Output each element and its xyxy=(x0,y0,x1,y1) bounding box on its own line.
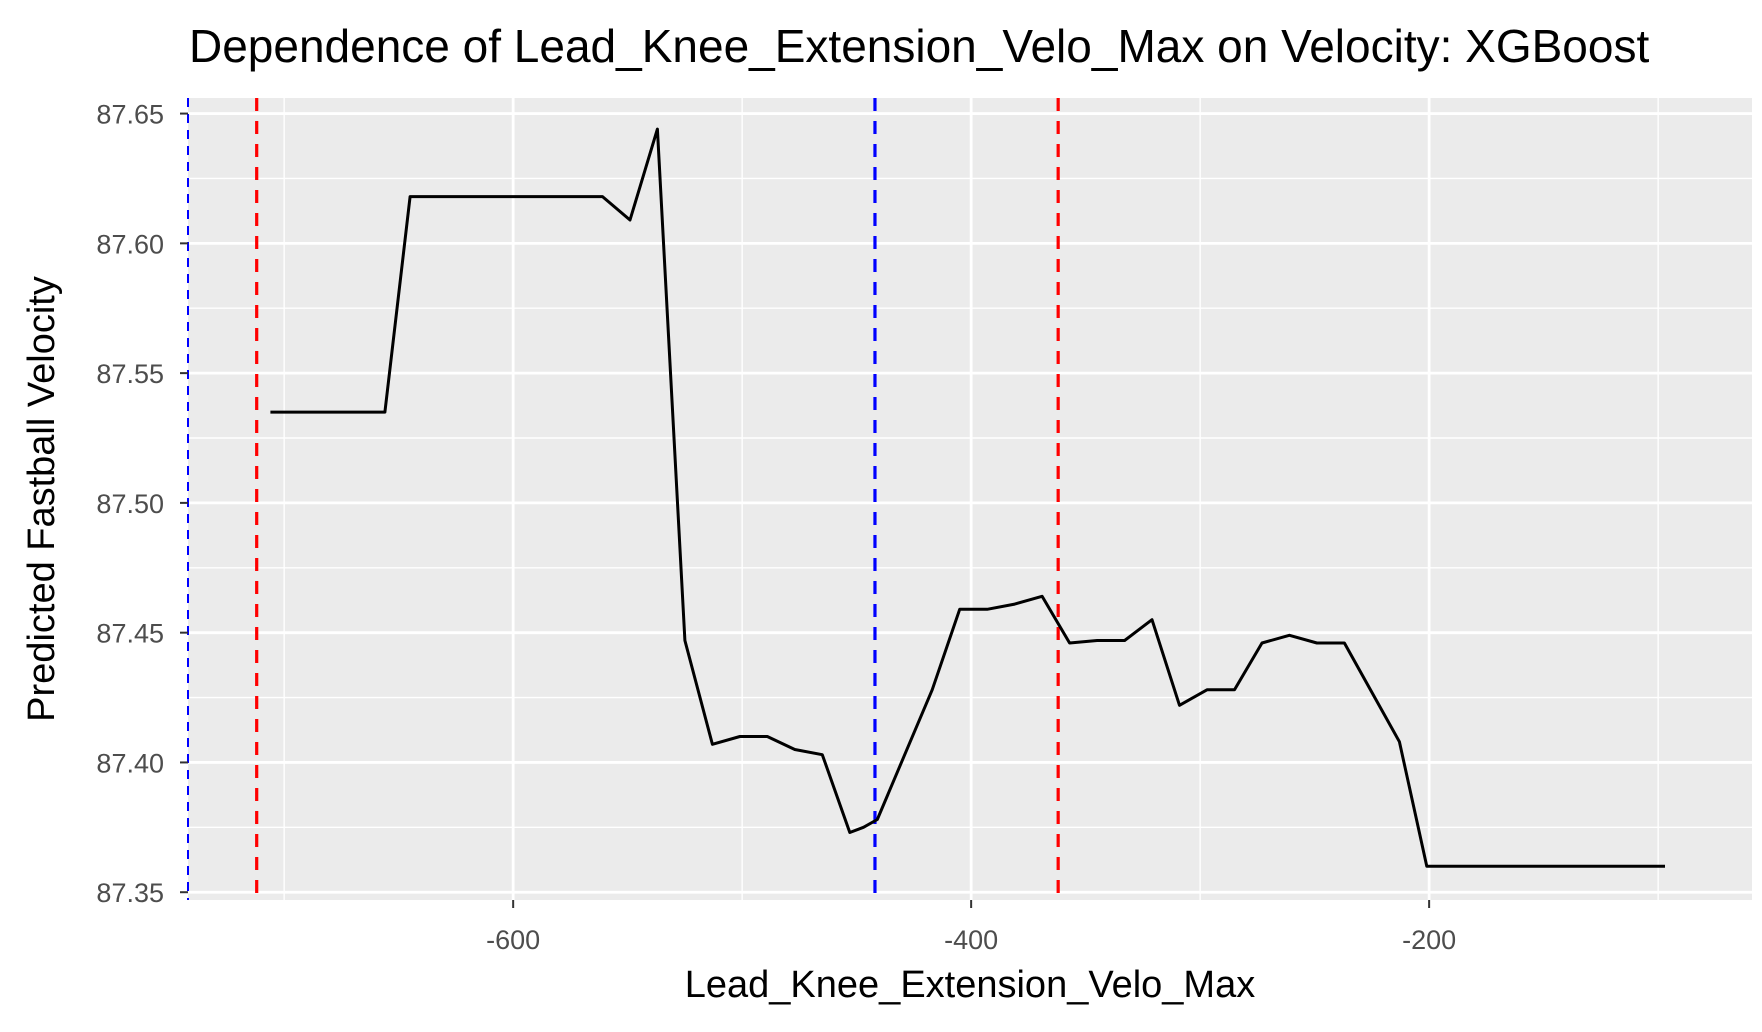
x-tick-label: -200 xyxy=(1402,925,1456,955)
series-line xyxy=(270,127,1665,868)
grid-major xyxy=(188,98,1752,900)
series-layer xyxy=(270,127,1665,868)
y-tick-label: 87.60 xyxy=(96,229,164,259)
y-tick-label: 87.65 xyxy=(96,100,164,130)
x-tick-label: -600 xyxy=(486,925,540,955)
y-tick-label: 87.35 xyxy=(96,878,164,908)
y-tick-label: 87.50 xyxy=(96,489,164,519)
y-tick-label: 87.55 xyxy=(96,359,164,389)
y-tick-label: 87.45 xyxy=(96,619,164,649)
chart-title: Dependence of Lead_Knee_Extension_Velo_M… xyxy=(189,20,1649,72)
axis-ticks xyxy=(180,112,1431,908)
reference-lines xyxy=(187,98,1060,900)
x-axis-title: Lead_Knee_Extension_Velo_Max xyxy=(685,964,1255,1006)
y-tick-labels: 87.35 87.40 87.45 87.50 87.55 87.60 87.65 xyxy=(96,100,164,909)
y-axis-title: Predicted Fastball Velocity xyxy=(21,276,63,722)
y-tick-label: 87.40 xyxy=(96,748,164,778)
x-tick-label: -400 xyxy=(944,925,998,955)
x-tick-labels: -600 -400 -200 xyxy=(486,925,1456,955)
